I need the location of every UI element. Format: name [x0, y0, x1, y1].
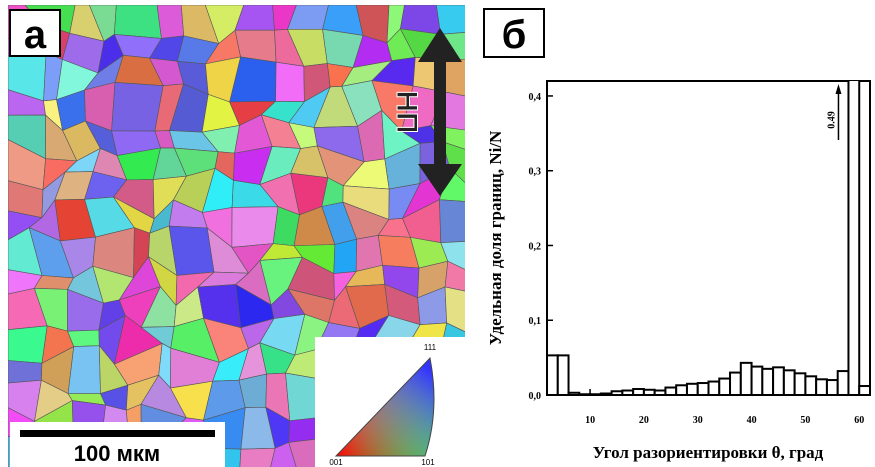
grain — [8, 361, 42, 384]
bar — [633, 389, 644, 395]
bar — [655, 391, 666, 395]
panel-label: а — [24, 13, 47, 57]
x-tick-label: 20 — [639, 415, 649, 426]
plot-frame — [547, 81, 870, 395]
bar — [676, 385, 687, 395]
bar — [644, 390, 655, 395]
bar — [805, 376, 816, 395]
grain — [232, 207, 278, 248]
bar — [741, 363, 752, 395]
x-axis-label: Угол разориентировки θ, град — [593, 443, 824, 462]
bar — [612, 391, 623, 395]
grain — [112, 82, 164, 131]
y-tick-label: 0,1 — [529, 316, 542, 327]
direction-label: НП — [390, 90, 423, 133]
bar — [579, 394, 590, 395]
x-tick-label: 50 — [800, 415, 810, 426]
grain — [334, 239, 357, 273]
grain — [68, 346, 100, 394]
ipf-label: 101 — [421, 458, 435, 467]
y-tick-label: 0,3 — [529, 167, 542, 178]
bar — [547, 355, 558, 395]
plot-area — [547, 29, 870, 395]
grain — [8, 326, 47, 363]
ipf-label: 001 — [329, 458, 343, 467]
bar — [827, 380, 838, 395]
bar — [730, 373, 741, 395]
bar — [558, 355, 569, 395]
bar — [795, 373, 806, 395]
bar — [590, 394, 601, 395]
scale-bar — [20, 430, 215, 437]
bar — [773, 367, 784, 395]
scale-label: 100 мкм — [74, 441, 160, 466]
x-tick-label: 40 — [747, 415, 757, 426]
bar — [719, 379, 730, 395]
y-tick-label: 0,4 — [529, 92, 542, 103]
bar — [698, 383, 709, 395]
panel-label: б — [502, 13, 527, 57]
grain — [169, 226, 214, 275]
bar — [665, 388, 676, 395]
y-axis-label: Удельная доля границ, Ni/N — [486, 130, 505, 345]
grain — [439, 200, 468, 243]
x-tick-label: 30 — [693, 415, 703, 426]
bar — [687, 384, 698, 395]
grain — [276, 62, 305, 102]
x-tick-label: 10 — [585, 415, 595, 426]
bar — [569, 393, 580, 395]
bar — [762, 369, 773, 395]
grain — [157, 5, 184, 38]
annotation-arrowhead — [835, 84, 841, 94]
x-tick-label: 60 — [854, 415, 864, 426]
grain — [240, 448, 275, 467]
y-tick-label: 0,0 — [529, 391, 542, 402]
figure: а НП 100 мкм 111 001 101 б Угол разориен… — [0, 0, 875, 467]
ipf-label: 111 — [424, 343, 437, 352]
bar — [859, 386, 870, 395]
bar — [848, 29, 859, 395]
bar — [601, 394, 612, 395]
annotation: 0.49 — [826, 111, 837, 129]
y-tick-label: 0,2 — [529, 241, 542, 252]
grain — [114, 5, 161, 38]
bar — [784, 370, 795, 395]
bar — [838, 371, 849, 395]
bar — [816, 379, 827, 395]
bar — [622, 391, 633, 395]
bar — [752, 367, 763, 395]
bar — [709, 382, 720, 395]
